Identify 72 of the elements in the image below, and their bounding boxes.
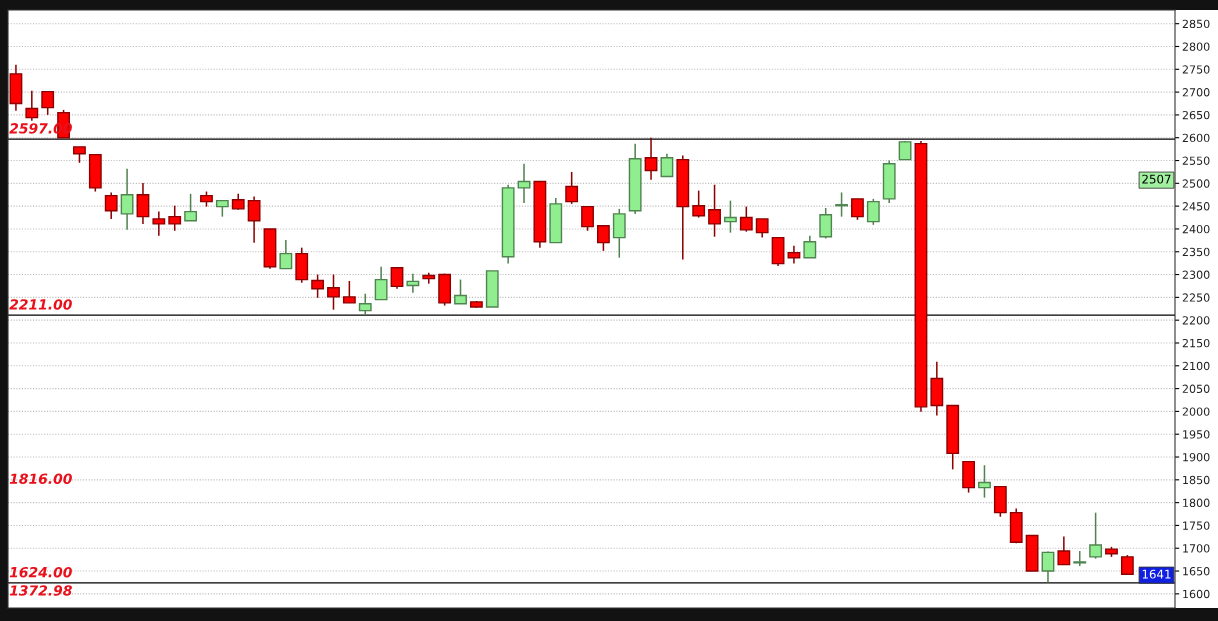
candlestick bbox=[104, 191, 118, 220]
candlestick bbox=[184, 193, 198, 222]
text: 1641 bbox=[1142, 569, 1171, 579]
candlestick bbox=[327, 273, 340, 311]
candlestick bbox=[41, 90, 55, 116]
y-tick-label: 2150 bbox=[1182, 338, 1210, 348]
y-tick-label: 2000 bbox=[1182, 407, 1210, 416]
candlestick bbox=[247, 195, 261, 244]
y-tick-label: 1600 bbox=[1183, 589, 1210, 599]
y-tick-label: 2250 bbox=[1182, 293, 1210, 302]
candlestick bbox=[406, 272, 420, 294]
y-tick-label: 2800 bbox=[1182, 42, 1210, 51]
candlestick bbox=[1120, 554, 1134, 576]
y-tick-label: 1750 bbox=[1183, 521, 1210, 530]
y-tick-label: 2750 bbox=[1182, 65, 1210, 74]
candlestick bbox=[644, 136, 658, 181]
candlestick bbox=[120, 167, 134, 231]
candlestick bbox=[851, 198, 864, 221]
candlestick bbox=[152, 210, 166, 237]
y-tick-label: 2050 bbox=[1182, 384, 1210, 393]
candlestick bbox=[819, 207, 833, 240]
candlestick bbox=[136, 182, 150, 225]
candlestick bbox=[739, 205, 753, 233]
candlestick bbox=[517, 162, 531, 204]
candlestick bbox=[692, 189, 706, 219]
y-tick-label: 2550 bbox=[1182, 156, 1210, 165]
candlestick bbox=[1057, 535, 1071, 566]
y-tick-label: 1900 bbox=[1183, 452, 1210, 462]
annotation: 1816.00 bbox=[9, 473, 72, 484]
candlestick bbox=[279, 239, 293, 270]
y-tick-label: 2200 bbox=[1182, 316, 1210, 325]
y-tick-label: 2850 bbox=[1182, 19, 1210, 29]
y-tick-label: 1950 bbox=[1183, 430, 1210, 439]
y-tick-label: 1700 bbox=[1183, 544, 1210, 553]
candlestick bbox=[390, 266, 404, 290]
candlestick bbox=[1041, 550, 1055, 584]
y-tick-label: 2300 bbox=[1182, 270, 1210, 279]
candlestick bbox=[565, 171, 579, 205]
candlestick bbox=[25, 89, 39, 122]
y-tick-label: 2650 bbox=[1182, 110, 1210, 120]
annotation: 1372.98 bbox=[9, 585, 72, 596]
candlestick bbox=[454, 278, 467, 305]
candlestick bbox=[755, 218, 769, 239]
y-tick-label: 2700 bbox=[1182, 88, 1210, 97]
ref-line-label: 1624.00 bbox=[9, 566, 72, 578]
y-tick-label: 2600 bbox=[1182, 133, 1210, 143]
y-tick-label: 1850 bbox=[1183, 475, 1210, 485]
candlestick bbox=[342, 280, 356, 304]
candlestick bbox=[581, 205, 594, 232]
text: 2507 bbox=[1142, 174, 1171, 184]
candlestick bbox=[612, 208, 626, 259]
y-tick-label: 2350 bbox=[1182, 247, 1210, 257]
y-tick-label: 1800 bbox=[1183, 498, 1210, 508]
candlestick bbox=[803, 235, 817, 259]
y-tick-label: 1650 bbox=[1183, 567, 1210, 576]
candlestick bbox=[596, 224, 610, 252]
y-tick-label: 2100 bbox=[1182, 361, 1210, 371]
candlestick bbox=[168, 204, 182, 232]
candlestick bbox=[311, 273, 325, 299]
candlestick bbox=[866, 198, 880, 226]
candlestick bbox=[358, 292, 372, 316]
candlestick bbox=[978, 464, 991, 499]
candlestick bbox=[374, 266, 388, 301]
candlestick bbox=[835, 191, 848, 218]
candlestick bbox=[1089, 511, 1103, 560]
ref-line-label: 2211.00 bbox=[9, 299, 72, 310]
y-tick-label: 2450 bbox=[1182, 202, 1210, 211]
candlestick bbox=[660, 152, 674, 178]
candlestick bbox=[708, 183, 721, 238]
y-tick-label: 2400 bbox=[1182, 224, 1210, 234]
candlestick bbox=[724, 199, 737, 234]
y-tick-label: 2500 bbox=[1182, 179, 1210, 188]
